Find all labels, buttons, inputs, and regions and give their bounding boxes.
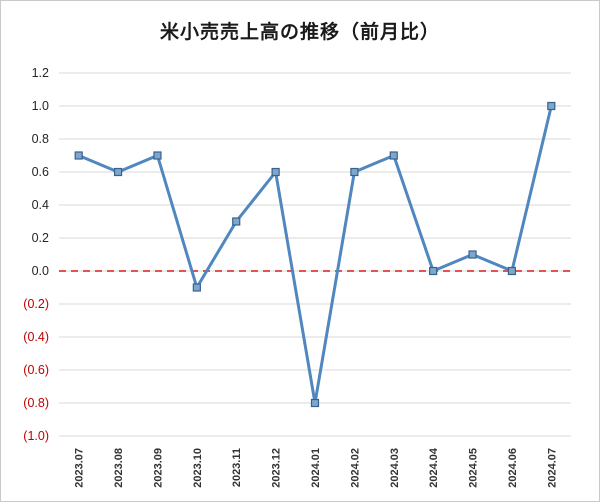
data-point-marker bbox=[310, 398, 320, 408]
data-point-marker bbox=[468, 250, 477, 259]
y-tick-label: 1.2 bbox=[32, 66, 49, 80]
y-tick-label: 0.8 bbox=[32, 132, 49, 146]
data-point-marker bbox=[153, 151, 162, 160]
y-tick-label: (0.6) bbox=[23, 363, 49, 377]
data-line bbox=[77, 104, 553, 405]
x-tick-label: 2024.04 bbox=[428, 447, 440, 488]
y-tick-label: 0.4 bbox=[32, 198, 49, 212]
data-point-marker bbox=[113, 167, 123, 177]
data-point-marker bbox=[232, 217, 241, 226]
x-tick-label: 2023.12 bbox=[271, 448, 283, 488]
x-tick-label: 2024.01 bbox=[310, 448, 322, 488]
y-tick-label: (1.0) bbox=[23, 429, 49, 443]
y-tick-label: 1.0 bbox=[32, 99, 49, 113]
data-point-marker bbox=[507, 266, 517, 276]
y-tick-label: 0.0 bbox=[32, 264, 49, 278]
data-point-marker bbox=[429, 266, 438, 276]
x-tick-label: 2023.07 bbox=[74, 448, 86, 488]
y-tick-label: (0.2) bbox=[23, 297, 49, 311]
x-tick-label: 2024.06 bbox=[507, 448, 519, 488]
x-tick-label: 2023.10 bbox=[192, 448, 204, 488]
y-tick-label: (0.8) bbox=[23, 396, 49, 410]
data-point-marker bbox=[547, 101, 556, 111]
x-tick-label: 2024.07 bbox=[546, 448, 558, 488]
data-point-marker bbox=[192, 283, 201, 292]
data-point-marker bbox=[350, 167, 359, 177]
data-point-marker bbox=[271, 167, 280, 177]
y-tick-label: 0.6 bbox=[32, 165, 49, 179]
x-tick-label: 2024.05 bbox=[468, 448, 480, 488]
x-tick-label: 2023.08 bbox=[113, 448, 125, 488]
y-tick-label: (0.4) bbox=[23, 330, 49, 344]
x-tick-label: 2023.09 bbox=[152, 448, 164, 488]
data-point-marker bbox=[389, 151, 398, 160]
x-tick-label: 2023.11 bbox=[231, 448, 243, 487]
data-point-marker bbox=[74, 151, 83, 160]
x-tick-label: 2024.02 bbox=[349, 448, 361, 488]
y-tick-label: 0.2 bbox=[32, 231, 49, 245]
x-tick-label: 2024.03 bbox=[389, 448, 401, 488]
chart-title: 米小売売上高の推移（前月比） bbox=[159, 22, 440, 43]
